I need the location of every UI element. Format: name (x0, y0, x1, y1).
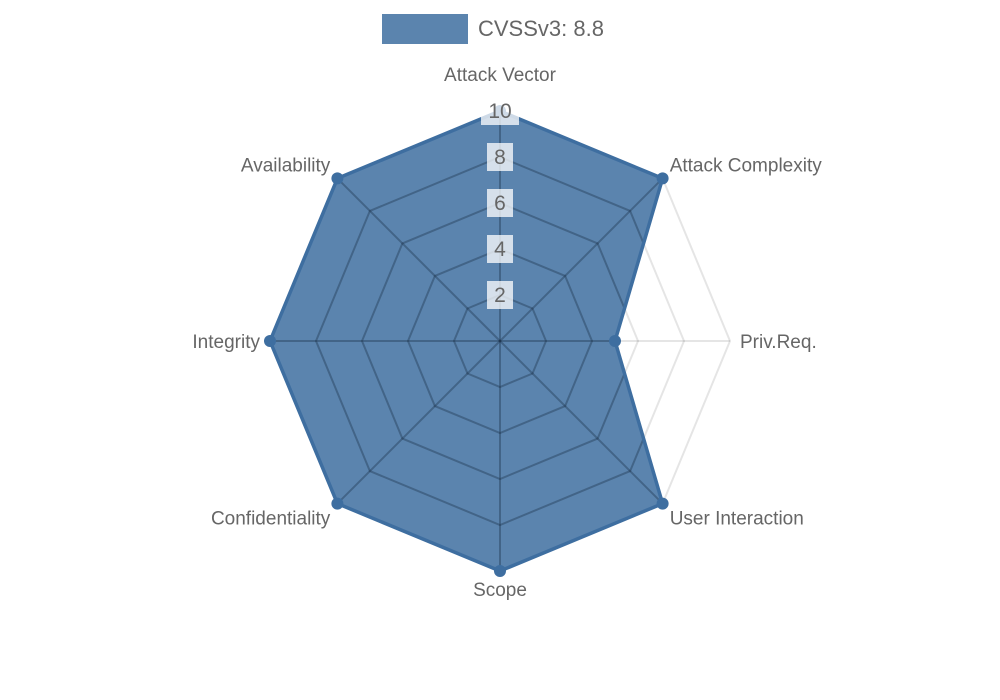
tick-backdrop (487, 143, 513, 171)
axis-label: Integrity (192, 332, 260, 353)
grid-ring (406, 247, 594, 435)
grid-ring (452, 293, 548, 389)
data-point[interactable] (656, 497, 669, 510)
data-point[interactable] (331, 497, 344, 510)
legend-label: CVSSv3: 8.8 (478, 16, 604, 41)
tick-label: 10 (488, 100, 511, 123)
tick-layer: 2 4 6 8 10 (481, 97, 519, 309)
tick-label: 6 (494, 192, 506, 215)
tick-backdrop (487, 281, 513, 309)
tick-label: 4 (494, 238, 506, 261)
data-point[interactable] (331, 172, 344, 185)
axis-label: Priv.Req. (740, 332, 817, 353)
axis-label: Scope (473, 580, 527, 601)
tick-backdrop (487, 189, 513, 217)
axis-label: Availability (241, 155, 331, 176)
data-point[interactable] (494, 565, 506, 577)
axis-label: Attack Complexity (670, 155, 823, 176)
axis-line (336, 340, 501, 505)
axis-line (336, 177, 501, 342)
data-point[interactable] (264, 335, 276, 347)
chart-legend[interactable]: CVSSv3: 8.8 (382, 14, 604, 44)
tick-label: 8 (494, 146, 506, 169)
tick-backdrop (487, 235, 513, 263)
tick-label: 2 (494, 284, 506, 307)
grid-ring (360, 201, 640, 481)
data-area (270, 111, 663, 571)
data-point[interactable] (609, 335, 621, 347)
data-point[interactable] (656, 172, 669, 185)
tick-backdrop (481, 97, 519, 125)
legend-swatch (382, 14, 468, 44)
axis-label: User Interaction (670, 509, 804, 530)
axis-label: Confidentiality (211, 509, 331, 530)
axis-line (499, 177, 663, 342)
axis-label: Attack Vector (444, 65, 557, 86)
axis-line (499, 340, 663, 505)
